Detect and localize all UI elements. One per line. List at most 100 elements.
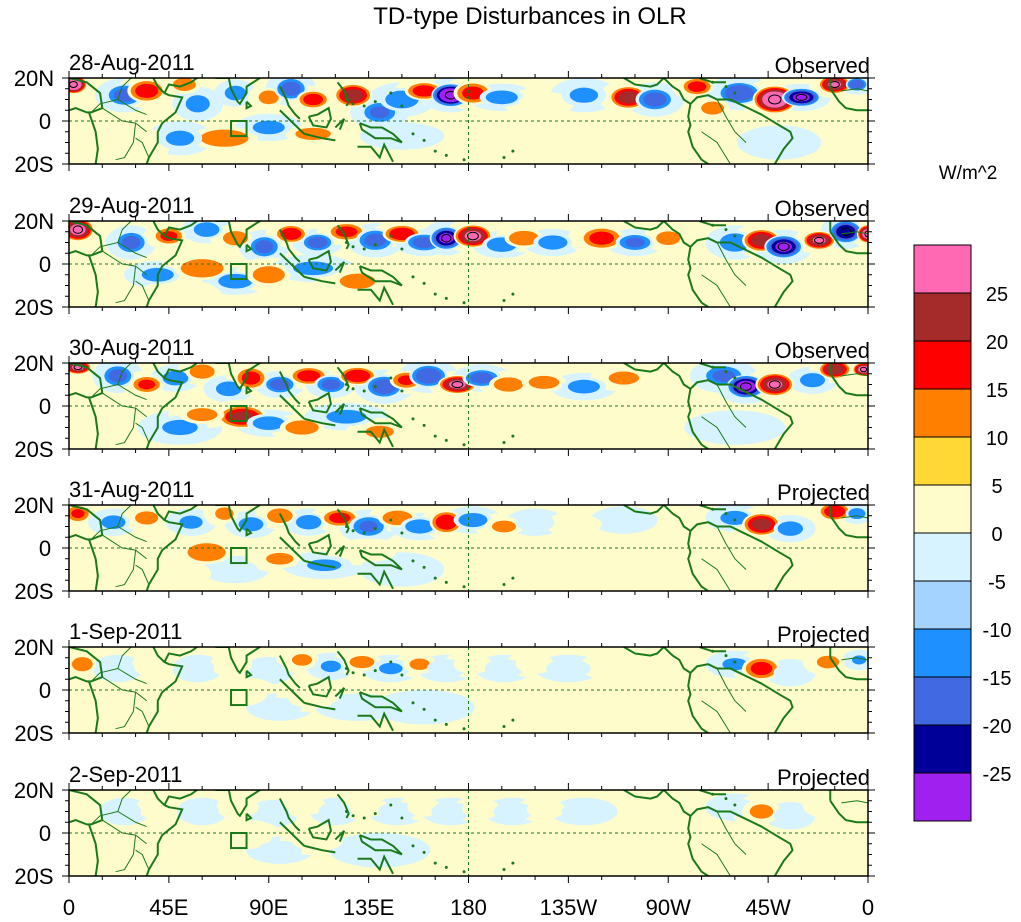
island	[502, 868, 506, 872]
blob-contour	[849, 79, 865, 90]
olr-blob	[742, 799, 781, 824]
blob-contour	[344, 369, 371, 383]
blob-contour	[773, 663, 807, 683]
blob-core-outline	[859, 366, 868, 373]
olr-blob	[773, 806, 807, 826]
olr-blob	[802, 230, 836, 250]
coastline	[279, 394, 305, 420]
blob-contour	[687, 81, 707, 92]
coastline	[69, 647, 104, 683]
island	[502, 299, 506, 303]
blob-contour	[493, 377, 524, 392]
island	[724, 512, 728, 516]
blob-core-outline	[795, 93, 808, 101]
island	[511, 718, 515, 722]
island	[733, 234, 737, 238]
island	[351, 529, 355, 533]
olr-blob	[471, 262, 555, 287]
country-border	[701, 416, 731, 449]
olr-blob	[579, 226, 624, 251]
olr-blob	[479, 87, 524, 107]
coastline	[687, 103, 709, 164]
olr-blob	[515, 512, 555, 532]
colorbar-swatch	[913, 580, 972, 630]
blob-contour	[811, 795, 845, 815]
olr-blob	[181, 540, 232, 565]
blob-contour	[701, 101, 725, 115]
blob-contour	[724, 85, 754, 101]
olr-blob	[409, 364, 448, 388]
blob-contour	[165, 130, 195, 146]
coastlines	[69, 790, 868, 876]
coastline	[304, 417, 336, 427]
panel-status-label: Observed	[775, 338, 870, 363]
island	[444, 296, 448, 300]
country-border	[117, 647, 132, 669]
olr-blob	[590, 656, 635, 676]
olr-blob	[561, 83, 607, 108]
blob-contour	[138, 379, 156, 390]
coastline	[829, 515, 868, 539]
island	[411, 559, 415, 563]
olr-blob	[751, 130, 807, 155]
blob-contour	[722, 658, 748, 671]
blob-contour	[773, 806, 807, 826]
coastline	[336, 650, 350, 676]
coastline	[278, 371, 301, 405]
olr-blob	[818, 78, 852, 94]
olr-blob	[257, 549, 303, 569]
blob-contour	[252, 416, 285, 431]
blob-contour	[145, 797, 179, 817]
coastline	[336, 81, 350, 107]
blob-contour	[750, 661, 773, 676]
coastline	[623, 790, 665, 800]
blob-contour	[179, 515, 203, 529]
coastline	[215, 363, 263, 391]
olr-blob	[781, 87, 821, 107]
island	[444, 153, 448, 157]
island	[511, 861, 515, 865]
olr-blob	[252, 661, 286, 681]
blob-contour	[470, 372, 494, 384]
island	[422, 423, 426, 427]
blob-contour	[281, 81, 301, 96]
country-border	[115, 123, 137, 161]
blob-contour	[485, 90, 518, 105]
blob-contour	[152, 284, 208, 307]
coastlines	[69, 78, 868, 164]
coastline	[245, 385, 253, 395]
olr-blob	[856, 224, 868, 244]
olr-blob	[717, 81, 762, 105]
blob-contour	[252, 661, 286, 681]
olr-blob	[489, 375, 528, 394]
country-border	[102, 392, 147, 418]
island	[711, 223, 715, 227]
coastline	[145, 221, 184, 307]
country-border	[135, 422, 150, 443]
blob-contour	[121, 235, 141, 250]
country-border	[102, 534, 147, 560]
olr-blob	[484, 659, 524, 678]
blob-core-outline	[451, 380, 464, 389]
blob-contour	[187, 543, 226, 562]
country-border	[102, 676, 147, 702]
olr-blob	[845, 78, 868, 92]
y-tick-label: 20N	[14, 66, 54, 91]
blob-contour	[777, 521, 804, 536]
blob-contour	[141, 838, 197, 863]
island	[462, 585, 466, 589]
olr-blob	[349, 514, 389, 539]
olr-blob	[288, 689, 339, 709]
coastline	[307, 818, 332, 841]
olr-blob	[431, 802, 471, 821]
island	[400, 247, 404, 251]
blob-contour	[515, 654, 555, 674]
coastline	[245, 527, 253, 537]
country-border	[117, 505, 132, 527]
panel-date-label: 29-Aug-2011	[69, 193, 195, 218]
colorbar-swatch	[913, 676, 972, 726]
country-border	[135, 564, 150, 585]
colorbar-swatch	[913, 724, 972, 774]
island	[444, 865, 448, 869]
